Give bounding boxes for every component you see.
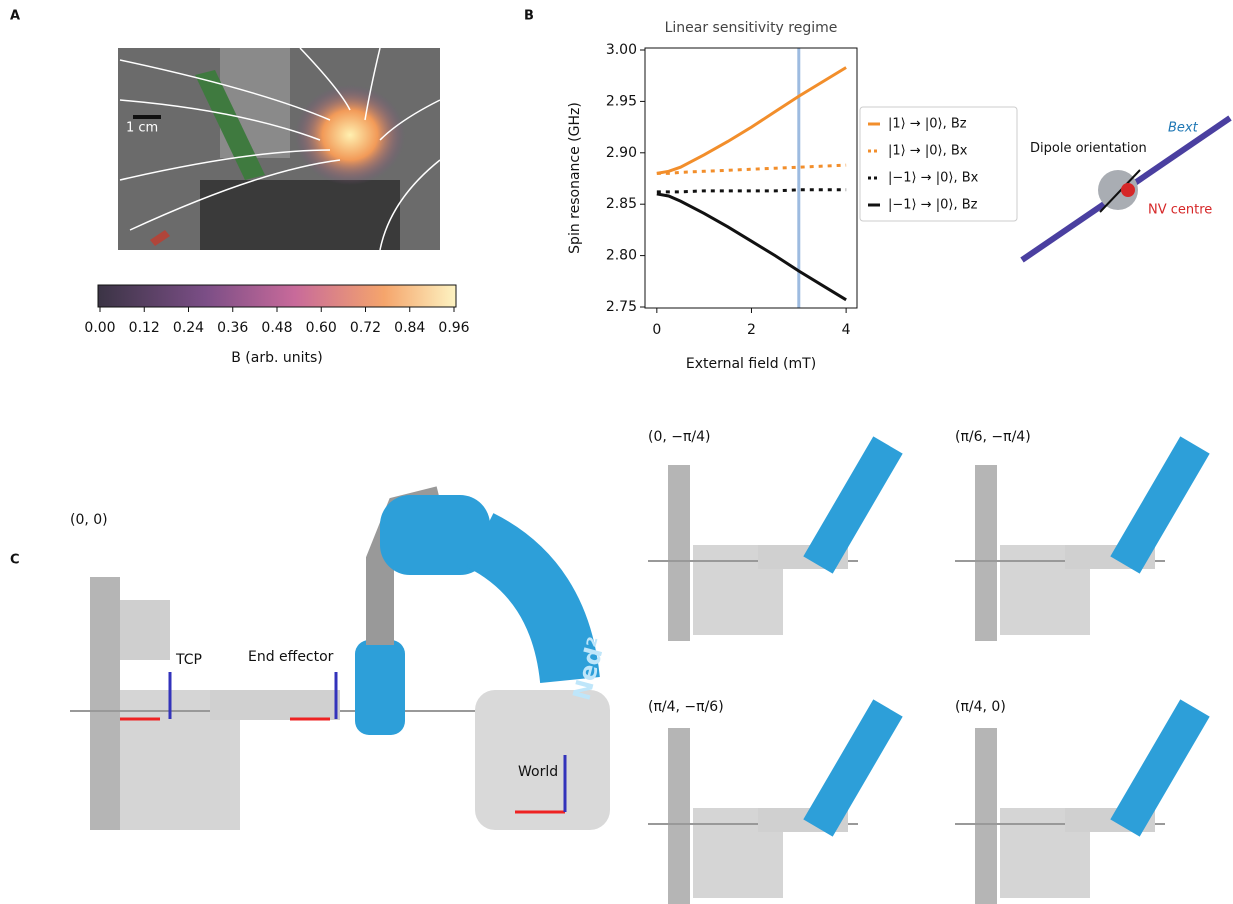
arm xyxy=(818,708,888,828)
pose-label: (π/4, −π/6) xyxy=(648,699,724,715)
pole xyxy=(975,465,997,641)
world-label: World xyxy=(518,764,558,780)
dipole-label: Dipole orientation xyxy=(1030,141,1147,156)
legend-label: |1⟩ → |0⟩, Bx xyxy=(888,144,968,159)
y-tick-label: 2.75 xyxy=(606,299,637,315)
colorbar xyxy=(98,285,456,307)
colorbar-label: B (arb. units) xyxy=(231,350,323,366)
scale-bar-label: 1 cm xyxy=(126,121,158,136)
figure: A B C 1 cm 0.00 0.12 0.24 0.36 0.48 0.60 0.72 0… xyxy=(0,0,1233,904)
colorbar-tick-label: 0.60 xyxy=(306,320,337,336)
pole xyxy=(668,728,690,904)
arm xyxy=(1125,708,1195,828)
colorbar-tick-label: 0.84 xyxy=(394,320,425,336)
chart-title: Linear sensitivity regime xyxy=(665,20,838,36)
legend-label: |1⟩ → |0⟩, Bz xyxy=(888,117,967,132)
effector-label: End effector xyxy=(248,649,334,665)
x-tick-label: 4 xyxy=(842,322,851,338)
field-image xyxy=(118,48,440,250)
plot-frame xyxy=(645,48,857,308)
y-tick-label: 3.00 xyxy=(606,42,637,58)
y-axis-label: Spin resonance (GHz) xyxy=(567,102,583,254)
y-tick-label: 2.90 xyxy=(606,145,637,161)
pose-label: (π/4, 0) xyxy=(955,699,1006,715)
panel-label: A xyxy=(10,9,20,24)
x-axis-label: External field (mT) xyxy=(686,356,816,372)
legend-label: |−1⟩ → |0⟩, Bz xyxy=(888,198,978,213)
colorbar-tick-label: 0.72 xyxy=(350,320,381,336)
legend-label: |−1⟩ → |0⟩, Bx xyxy=(888,171,979,186)
dipole-label-text: Dipole orientation xyxy=(1030,141,1147,156)
colorbar-tick-label: 0.96 xyxy=(438,320,469,336)
pose-label: (π/6, −π/4) xyxy=(955,429,1031,445)
colorbar-tick-label: 0.48 xyxy=(261,320,292,336)
field-label: Bext xyxy=(1168,121,1199,136)
series-line xyxy=(657,67,846,173)
x-tick-label: 0 xyxy=(652,322,661,338)
y-tick-label: 2.95 xyxy=(606,93,637,109)
arm xyxy=(1125,445,1195,565)
panel-label: B xyxy=(524,9,534,24)
panel-label: C xyxy=(10,553,20,568)
colorbar-tick-label: 0.24 xyxy=(173,320,204,336)
pose-label: (0, −π/4) xyxy=(648,429,711,445)
arm xyxy=(818,445,888,565)
colorbar-tick-label: 0.36 xyxy=(217,320,248,336)
y-tick-label: 2.80 xyxy=(606,248,637,264)
y-tick-label: 2.85 xyxy=(606,196,637,212)
dipole-diagram xyxy=(1022,118,1230,260)
nv-label: NV centre xyxy=(1148,203,1212,218)
series-line xyxy=(657,190,846,192)
pole xyxy=(975,728,997,904)
pole xyxy=(668,465,690,641)
tcp-label: TCP xyxy=(175,652,202,668)
series-line xyxy=(657,194,846,300)
colorbar-tick-label: 0.12 xyxy=(129,320,160,336)
x-tick-label: 2 xyxy=(747,322,756,338)
pose-label: (0, 0) xyxy=(70,512,108,528)
colorbar-tick-label: 0.00 xyxy=(84,320,115,336)
